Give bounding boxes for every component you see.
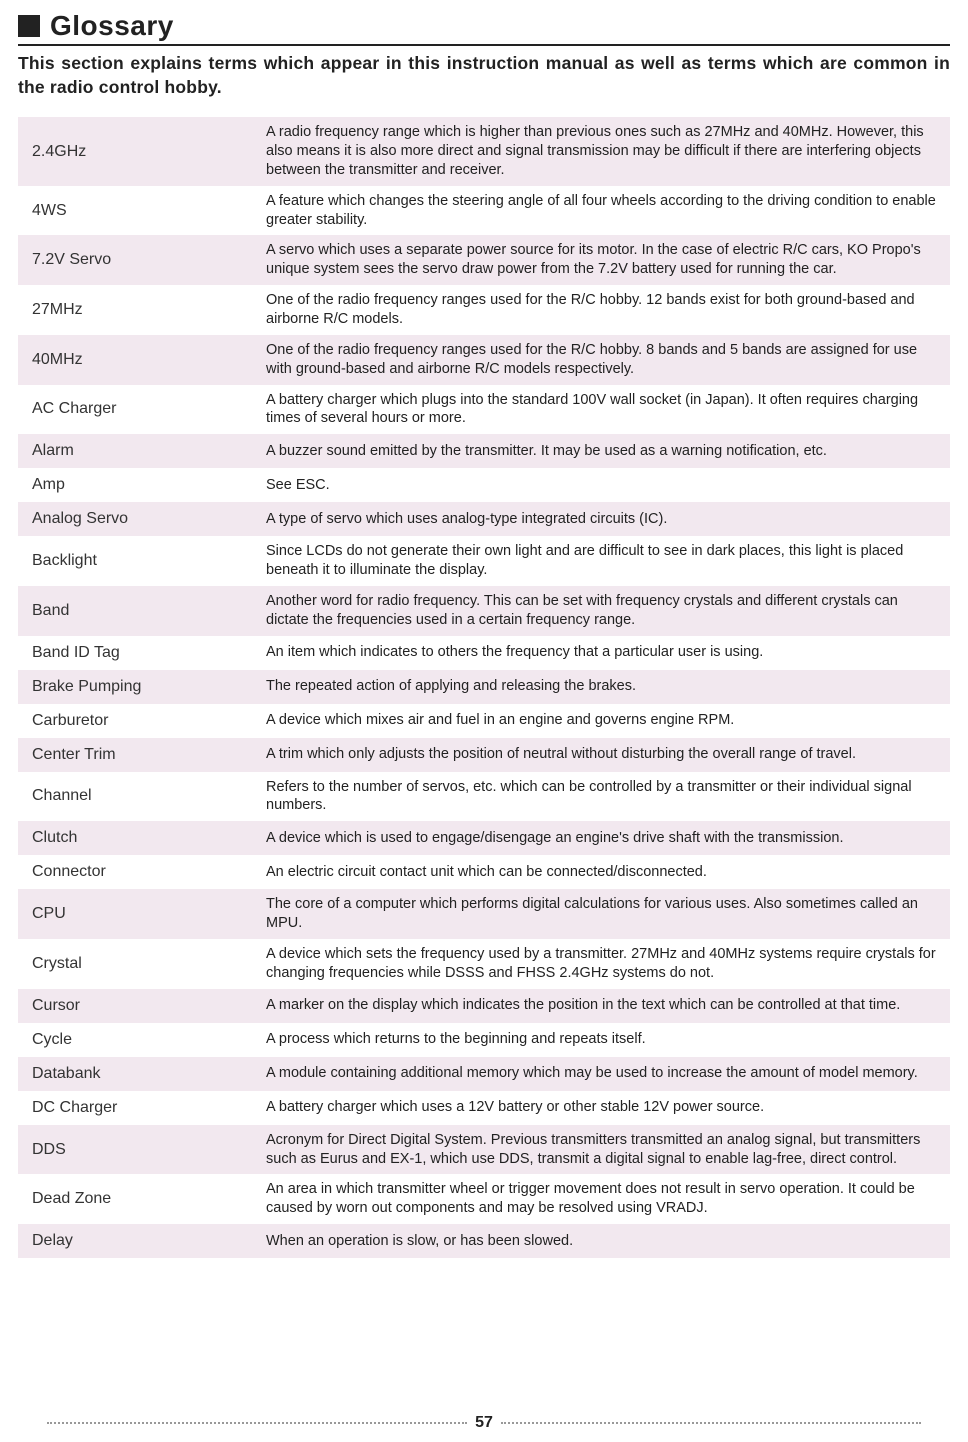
glossary-definition: A servo which uses a separate power sour… bbox=[266, 235, 950, 285]
glossary-term: Databank bbox=[18, 1057, 266, 1091]
glossary-term: Delay bbox=[18, 1224, 266, 1258]
glossary-row: BacklightSince LCDs do not generate thei… bbox=[18, 536, 950, 586]
glossary-row: DatabankA module containing additional m… bbox=[18, 1057, 950, 1091]
page-heading: Glossary bbox=[18, 10, 950, 46]
glossary-definition: A module containing additional memory wh… bbox=[266, 1058, 950, 1089]
glossary-term: 2.4GHz bbox=[18, 135, 266, 169]
glossary-term: Crystal bbox=[18, 947, 266, 981]
heading-bullet-icon bbox=[18, 15, 40, 37]
glossary-term: Backlight bbox=[18, 544, 266, 578]
glossary-definition: A buzzer sound emitted by the transmitte… bbox=[266, 436, 950, 467]
glossary-row: ConnectorAn electric circuit contact uni… bbox=[18, 855, 950, 889]
glossary-definition: Acronym for Direct Digital System. Previ… bbox=[266, 1125, 950, 1175]
glossary-row: ChannelRefers to the number of servos, e… bbox=[18, 772, 950, 822]
glossary-term: Band bbox=[18, 594, 266, 628]
glossary-row: AC ChargerA battery charger which plugs … bbox=[18, 385, 950, 435]
glossary-term: DC Charger bbox=[18, 1091, 266, 1125]
glossary-row: 27MHzOne of the radio frequency ranges u… bbox=[18, 285, 950, 335]
glossary-term: Cycle bbox=[18, 1023, 266, 1057]
glossary-term: Brake Pumping bbox=[18, 670, 266, 704]
glossary-term: 27MHz bbox=[18, 293, 266, 327]
glossary-term: Center Trim bbox=[18, 738, 266, 772]
glossary-row: 2.4GHzA radio frequency range which is h… bbox=[18, 117, 950, 186]
glossary-definition: A trim which only adjusts the position o… bbox=[266, 739, 950, 770]
glossary-row: Dead ZoneAn area in which transmitter wh… bbox=[18, 1174, 950, 1224]
glossary-definition: A feature which changes the steering ang… bbox=[266, 186, 950, 236]
glossary-definition: Another word for radio frequency. This c… bbox=[266, 586, 950, 636]
glossary-term: Band ID Tag bbox=[18, 636, 266, 670]
glossary-term: DDS bbox=[18, 1133, 266, 1167]
glossary-term: Analog Servo bbox=[18, 502, 266, 536]
glossary-term: Carburetor bbox=[18, 704, 266, 738]
glossary-definition: See ESC. bbox=[266, 470, 950, 501]
glossary-row: CursorA marker on the display which indi… bbox=[18, 989, 950, 1023]
glossary-definition: An area in which transmitter wheel or tr… bbox=[266, 1174, 950, 1224]
glossary-definition: An item which indicates to others the fr… bbox=[266, 637, 950, 668]
glossary-row: CycleA process which returns to the begi… bbox=[18, 1023, 950, 1057]
glossary-definition: Since LCDs do not generate their own lig… bbox=[266, 536, 950, 586]
glossary-definition: A type of servo which uses analog-type i… bbox=[266, 504, 950, 535]
glossary-definition: When an operation is slow, or has been s… bbox=[266, 1226, 950, 1257]
glossary-row: CrystalA device which sets the frequency… bbox=[18, 939, 950, 989]
glossary-term: Clutch bbox=[18, 821, 266, 855]
glossary-definition: One of the radio frequency ranges used f… bbox=[266, 285, 950, 335]
glossary-definition: The repeated action of applying and rele… bbox=[266, 671, 950, 702]
page-number: 57 bbox=[0, 1414, 968, 1432]
glossary-row: AmpSee ESC. bbox=[18, 468, 950, 502]
glossary-term: Cursor bbox=[18, 989, 266, 1023]
glossary-definition: A device which sets the frequency used b… bbox=[266, 939, 950, 989]
glossary-row: 40MHzOne of the radio frequency ranges u… bbox=[18, 335, 950, 385]
glossary-definition: A process which returns to the beginning… bbox=[266, 1024, 950, 1055]
glossary-term: 4WS bbox=[18, 194, 266, 228]
glossary-row: DelayWhen an operation is slow, or has b… bbox=[18, 1224, 950, 1258]
glossary-term: Channel bbox=[18, 779, 266, 813]
glossary-table: 2.4GHzA radio frequency range which is h… bbox=[18, 117, 950, 1258]
glossary-definition: A battery charger which plugs into the s… bbox=[266, 385, 950, 435]
glossary-term: 7.2V Servo bbox=[18, 243, 266, 277]
glossary-definition: A device which mixes air and fuel in an … bbox=[266, 705, 950, 736]
glossary-definition: The core of a computer which performs di… bbox=[266, 889, 950, 939]
heading-title: Glossary bbox=[50, 10, 174, 42]
glossary-definition: Refers to the number of servos, etc. whi… bbox=[266, 772, 950, 822]
glossary-term: Amp bbox=[18, 468, 266, 502]
glossary-row: ClutchA device which is used to engage/d… bbox=[18, 821, 950, 855]
glossary-row: CPUThe core of a computer which performs… bbox=[18, 889, 950, 939]
glossary-definition: A radio frequency range which is higher … bbox=[266, 117, 950, 186]
glossary-row: 7.2V ServoA servo which uses a separate … bbox=[18, 235, 950, 285]
glossary-row: DC ChargerA battery charger which uses a… bbox=[18, 1091, 950, 1125]
glossary-definition: One of the radio frequency ranges used f… bbox=[266, 335, 950, 385]
glossary-term: AC Charger bbox=[18, 392, 266, 426]
glossary-row: BandAnother word for radio frequency. Th… bbox=[18, 586, 950, 636]
glossary-row: Band ID TagAn item which indicates to ot… bbox=[18, 636, 950, 670]
glossary-row: Center TrimA trim which only adjusts the… bbox=[18, 738, 950, 772]
glossary-term: CPU bbox=[18, 897, 266, 931]
intro-text: This section explains terms which appear… bbox=[18, 52, 950, 99]
glossary-term: Connector bbox=[18, 855, 266, 889]
glossary-definition: A device which is used to engage/disenga… bbox=[266, 823, 950, 854]
glossary-row: Brake PumpingThe repeated action of appl… bbox=[18, 670, 950, 704]
glossary-row: 4WSA feature which changes the steering … bbox=[18, 186, 950, 236]
glossary-term: Alarm bbox=[18, 434, 266, 468]
glossary-definition: An electric circuit contact unit which c… bbox=[266, 857, 950, 888]
glossary-definition: A battery charger which uses a 12V batte… bbox=[266, 1092, 950, 1123]
glossary-row: Analog ServoA type of servo which uses a… bbox=[18, 502, 950, 536]
glossary-row: CarburetorA device which mixes air and f… bbox=[18, 704, 950, 738]
glossary-row: DDSAcronym for Direct Digital System. Pr… bbox=[18, 1125, 950, 1175]
glossary-row: AlarmA buzzer sound emitted by the trans… bbox=[18, 434, 950, 468]
glossary-definition: A marker on the display which indicates … bbox=[266, 990, 950, 1021]
glossary-term: 40MHz bbox=[18, 343, 266, 377]
glossary-term: Dead Zone bbox=[18, 1182, 266, 1216]
